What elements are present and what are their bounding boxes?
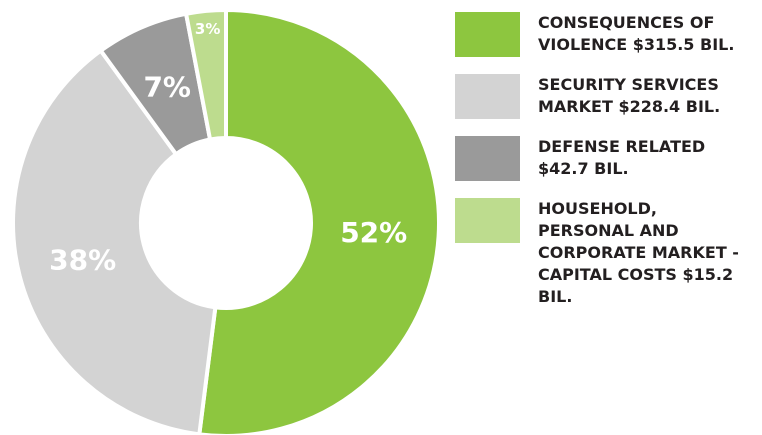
data-label: 38% (49, 243, 116, 276)
donut-slice (197, 7, 441, 435)
legend-swatch (455, 136, 520, 181)
donut: 52% 38% 7% 3% (11, 7, 441, 435)
donut-slice (183, 7, 228, 142)
legend-label: CONSEQUENCES OF VIOLENCE $315.5 BIL. (538, 13, 735, 54)
legend-swatch (455, 198, 520, 243)
data-label: 3% (195, 20, 220, 38)
donut-slice (11, 47, 218, 435)
legend-label: HOUSEHOLD, PERSONAL AND CORPORATE MARKET… (538, 199, 739, 306)
data-label: 7% (143, 71, 191, 104)
legend-label: DEFENSE RELATED $42.7 BIL. (538, 137, 706, 178)
legend-label: SECURITY SERVICES MARKET $228.4 BIL. (538, 75, 721, 116)
legend-swatch (455, 12, 520, 57)
data-label: 52% (340, 216, 407, 249)
legend-swatch (455, 74, 520, 119)
